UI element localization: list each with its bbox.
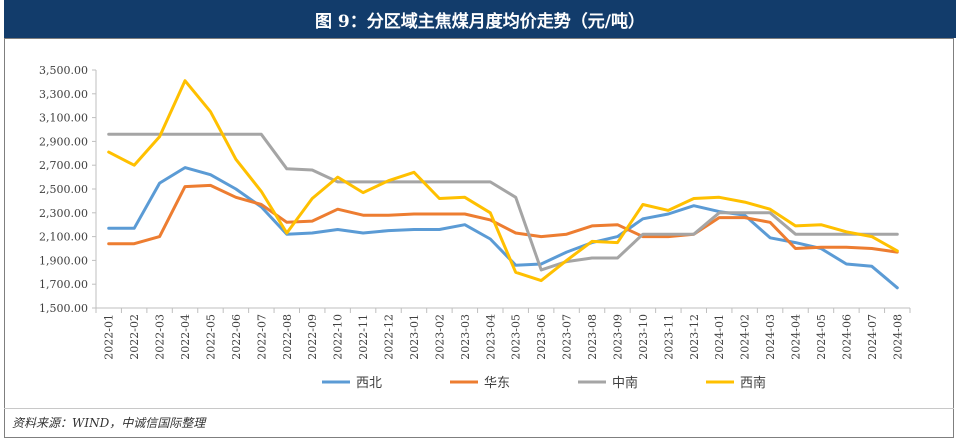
legend-label: 西北	[356, 376, 382, 391]
x-tick-label: 2022-09	[306, 314, 319, 360]
x-tick-label: 2024-04	[790, 314, 803, 360]
y-tick-label: 2,700.00	[39, 159, 88, 172]
y-tick-label: 1,700.00	[39, 278, 88, 291]
series-line-西北	[107, 166, 899, 290]
y-tick-label: 1,900.00	[39, 254, 88, 267]
y-tick-label: 2,500.00	[39, 183, 88, 196]
x-tick-label: 2023-11	[662, 314, 675, 360]
x-tick-label: 2024-05	[815, 314, 828, 360]
x-tick-label: 2024-07	[866, 314, 879, 360]
x-tick-label: 2023-01	[408, 314, 421, 360]
x-tick-label: 2022-08	[281, 314, 294, 360]
chart-frame	[4, 38, 954, 438]
x-tick-label: 2024-06	[840, 314, 853, 360]
y-tick-label: 2,300.00	[39, 207, 88, 220]
x-tick-label: 2022-10	[332, 314, 345, 360]
x-tick-label: 2024-02	[739, 314, 752, 360]
source-separator	[4, 408, 954, 409]
x-tick-label: 2022-05	[204, 314, 217, 360]
x-tick-label: 2022-04	[179, 314, 192, 360]
y-tick-label: 2,100.00	[39, 231, 88, 244]
series-line-华东	[107, 183, 899, 254]
y-tick-label: 1,500.00	[39, 302, 88, 315]
x-tick-label: 2022-03	[154, 314, 167, 360]
legend-label: 西南	[740, 375, 766, 391]
legend-label: 中南	[612, 375, 638, 391]
x-tick-label: 2023-07	[561, 314, 574, 360]
y-tick-label: 3,300.00	[39, 88, 88, 101]
x-tick-label: 2023-05	[510, 314, 523, 360]
chart-title-bar: 图 9：分区域主焦煤月度均价走势（元/吨）	[4, 0, 956, 38]
x-tick-label: 2023-12	[688, 314, 701, 360]
x-tick-label: 2022-02	[128, 314, 141, 360]
x-tick-label: 2023-02	[433, 314, 446, 360]
y-tick-label: 3,100.00	[39, 112, 88, 125]
x-tick-label: 2022-06	[230, 314, 243, 360]
x-tick-label: 2024-08	[891, 314, 904, 360]
line-chart: 1,500.00 1,700.00 1,900.00 2,100.00 2,300.00…	[39, 64, 911, 391]
series-line-西南	[107, 79, 899, 283]
series-line-中南	[107, 132, 899, 272]
source-note: 资料来源：WIND，中诚信国际整理	[12, 416, 206, 430]
x-tick-label: 2023-06	[535, 314, 548, 360]
chart-title: 图 9：分区域主焦煤月度均价走势（元/吨）	[315, 11, 645, 32]
x-tick-label: 2022-07	[255, 314, 268, 360]
y-tick-label: 3,500.00	[39, 64, 88, 77]
x-tick-label: 2023-09	[611, 314, 624, 360]
x-tick-label: 2022-11	[357, 314, 370, 360]
y-tick-label: 2,900.00	[39, 135, 88, 148]
x-tick-label: 2023-03	[459, 314, 472, 360]
legend-label: 华东	[484, 376, 510, 391]
x-tick-label: 2022-12	[383, 314, 396, 360]
x-tick-label: 2023-10	[637, 314, 650, 360]
x-tick-label: 2024-01	[713, 314, 726, 360]
x-tick-label: 2024-03	[764, 314, 777, 360]
x-tick-label: 2023-04	[484, 314, 497, 360]
x-tick-label: 2023-08	[586, 314, 599, 360]
x-tick-label: 2022-01	[103, 314, 116, 360]
